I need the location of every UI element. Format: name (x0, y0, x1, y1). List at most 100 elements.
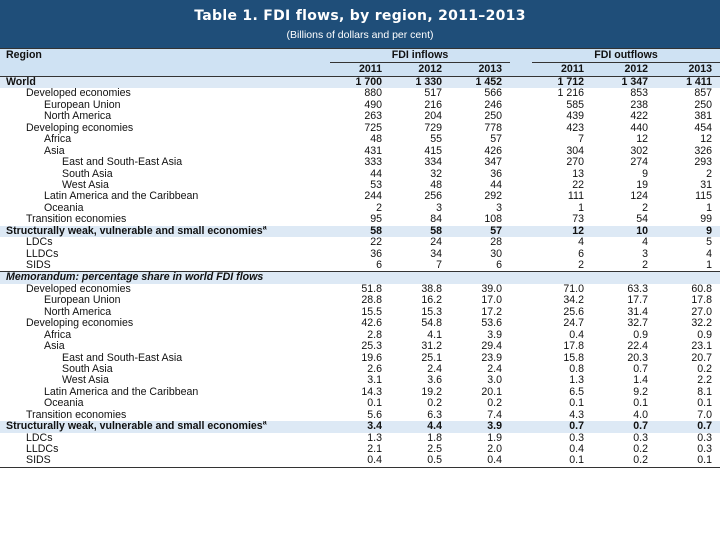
outflow-cell: 9.2 (633, 386, 649, 398)
row-label: Structurally weak, vulnerable and small … (0, 225, 330, 238)
table-row: Developing economies 42.6 54.8 53.6 24.7 32.7… (0, 318, 720, 330)
inflow-cell: 36 (370, 248, 382, 260)
inflow-cell: 28.8 (361, 295, 382, 307)
column-gap (510, 306, 533, 319)
inflow-cell: 30 (490, 248, 503, 260)
inflow-cell: 4.1 (427, 329, 442, 341)
inflow-cell: 0.2 (487, 398, 503, 410)
inflow-cell: 42.6 (361, 318, 382, 330)
column-gap (510, 76, 533, 89)
inflow-cell: 23.9 (481, 352, 503, 364)
table-row: North America 263 204 250 439 422 381 (0, 111, 720, 123)
table-row: Structurally weak, vulnerable and small … (0, 225, 720, 238)
outflow-cell: 857 (694, 88, 713, 100)
row-label: South Asia (0, 169, 330, 180)
inflows-header: FDI inflows (330, 48, 511, 63)
table-row: Transition economies 95 84 108 73 54 99 (0, 214, 720, 226)
row-label: Transition economies (0, 410, 330, 421)
inflow-cell: 44 (370, 168, 382, 180)
outflow-cell: 0.1 (697, 398, 713, 410)
table-row: Developed economies 51.8 38.8 39.0 71.0 63.3 6… (0, 283, 720, 296)
row-label-text: East and South-East Asia (62, 352, 183, 364)
outflow-cell: 111 (567, 191, 585, 203)
outflow-cell: 853 (630, 88, 649, 100)
outflow-cell: 24.7 (563, 318, 585, 330)
row-label-text: World (6, 76, 36, 89)
outflow-cell: 0.3 (697, 444, 713, 456)
row-label-text: LLDCs (26, 444, 59, 456)
row-label-text: Africa (44, 329, 72, 341)
outflow-cell: 63.3 (627, 283, 649, 295)
column-gap (510, 260, 533, 272)
inflow-cell: 216 (424, 99, 442, 111)
inflow-cell: 778 (484, 122, 503, 134)
column-gap (510, 432, 533, 444)
inflow-cell: 517 (424, 88, 442, 100)
header-gap (510, 48, 533, 63)
inflow-cell: 2 (376, 202, 382, 214)
inflow-cell: 0.5 (390, 455, 450, 468)
outflow-cell: 99 (700, 214, 713, 226)
column-gap (510, 295, 533, 307)
row-label: European Union (0, 100, 330, 111)
outflow-cell: 270 (566, 157, 585, 169)
table-row: Africa 48 55 57 7 12 12 (0, 134, 720, 146)
row-label-text: Latin America and the Caribbean (44, 191, 199, 203)
row-label-text: Structurally weak, vulnerable and small … (6, 421, 263, 433)
outflow-cell: 1 347 (592, 76, 657, 89)
outflow-cell: 12 (700, 134, 713, 146)
header-row-groups: Region FDI inflows FDI outflows (0, 48, 720, 63)
inflow-cell: 3 (436, 202, 442, 214)
table-body: World 1 700 1 330 1 452 1 712 1 347 1 411 Devel… (0, 76, 720, 468)
outflow-cell: 0.3 (633, 432, 649, 444)
table-title: Table 1. FDI flows, by region, 2011–2013 (194, 8, 526, 24)
year-header: 2011 (330, 62, 390, 77)
outflow-cell: 2 (642, 260, 649, 272)
outflow-cell: 5 (706, 237, 713, 249)
outflow-cell: 1.3 (569, 375, 585, 387)
outflow-cell: 454 (694, 122, 713, 134)
inflow-cell: 16.2 (421, 295, 442, 307)
row-label-text: West Asia (62, 375, 109, 387)
footnote-marker: a (262, 421, 267, 427)
outflow-cell: 19 (636, 179, 649, 191)
table-row: Latin America and the Caribbean 14.3 19.2 2… (0, 386, 720, 399)
table-row: South Asia 44 32 36 13 9 2 (0, 168, 720, 180)
column-gap (510, 386, 533, 399)
inflow-cell: 250 (484, 111, 503, 123)
year-header: 2013 (656, 62, 720, 77)
inflow-cell: 17.0 (481, 295, 503, 307)
inflow-cell: 15.5 (361, 306, 382, 318)
inflow-cell: 55 (430, 134, 442, 146)
table-subtitle: (Billions of dollars and per cent) (286, 29, 434, 41)
column-gap (510, 168, 533, 180)
outflows-header: FDI outflows (532, 48, 720, 63)
row-label-text: Africa (44, 134, 72, 146)
table-row: East and South-East Asia 333 334 347 270 274 2… (0, 157, 720, 169)
outflow-cell: 7 (578, 134, 585, 146)
outflow-cell: 2 (706, 168, 713, 180)
row-label: Africa (0, 330, 330, 341)
inflow-cell: 3.1 (367, 375, 382, 387)
inflow-cell: 38.8 (421, 283, 442, 295)
inflow-cell: 333 (364, 157, 382, 169)
inflow-cell: 24 (430, 237, 442, 249)
outflow-cell: 0.7 (656, 421, 720, 433)
row-label: LDCs (0, 237, 330, 248)
column-gap (510, 122, 533, 135)
inflow-cell: 426 (484, 145, 503, 157)
row-label-text: LDCs (26, 432, 53, 444)
table-row: European Union 490 216 246 585 238 250 (0, 99, 720, 112)
column-gap (510, 283, 533, 296)
inflow-cell: 14.3 (361, 386, 382, 398)
row-label: Asia (0, 341, 330, 352)
row-label: European Union (0, 295, 330, 306)
outflow-cell: 1 (578, 202, 585, 214)
row-label: Memorandum: percentage share in world FD… (0, 271, 330, 284)
row-label: North America (0, 307, 330, 318)
inflow-cell: 3.6 (427, 375, 442, 387)
outflow-cell: 20.3 (627, 352, 649, 364)
outflow-cell: 8.1 (697, 386, 713, 398)
inflow-cell: 4.4 (390, 421, 450, 433)
row-label-text: North America (44, 306, 112, 318)
